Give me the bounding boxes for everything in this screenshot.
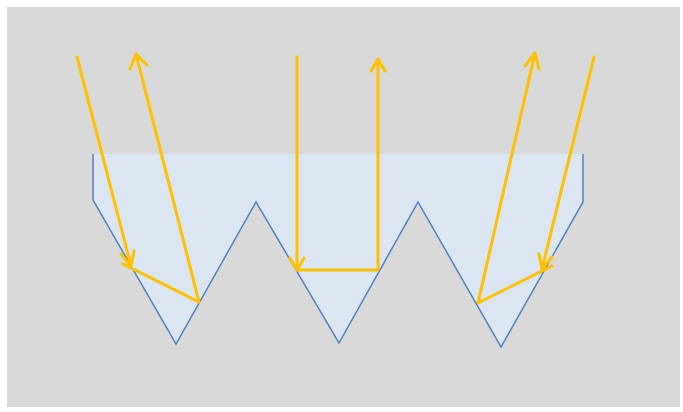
surface-profile-outline [92,154,584,349]
liquid-fill [92,154,583,347]
center-reflected-ray [295,57,380,272]
light-trapping-diagram [7,7,680,407]
right-reflected-ray [476,51,554,305]
diagram-canvas [7,7,680,407]
center-arrowhead-up [369,57,387,73]
right-arrowhead-down [537,252,554,271]
right-arrowhead-up [523,51,541,71]
right-incident-ray [540,55,596,271]
left-arrowhead-down [119,249,136,268]
left-ray-path [75,52,201,304]
center-ray-path [288,55,387,272]
left-reflected-ray [121,52,201,304]
left-arrowhead-up [128,52,149,71]
left-incident-ray [75,55,133,268]
right-ray-path [476,51,596,305]
